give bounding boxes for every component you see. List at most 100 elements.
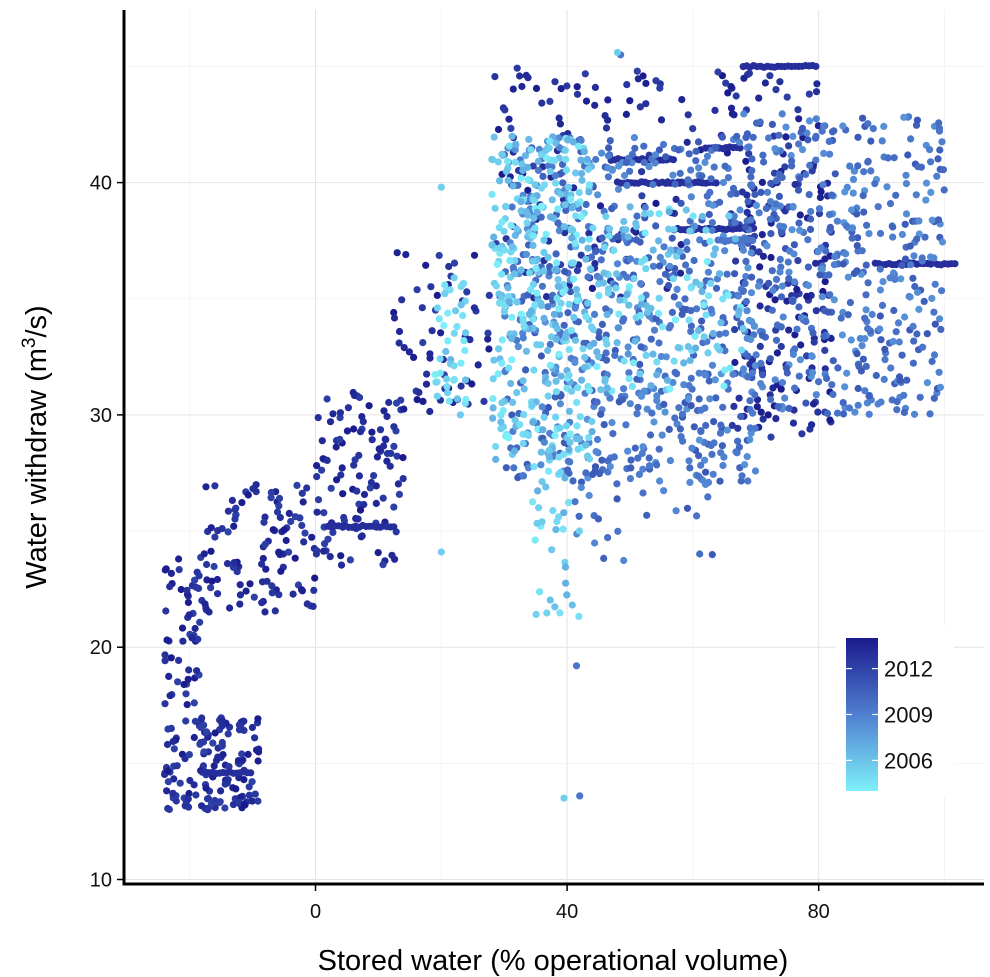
data-point [593,435,602,444]
data-point [208,577,216,585]
data-point [390,523,398,531]
data-point [542,230,550,238]
data-point [538,403,546,411]
data-point [876,286,885,294]
data-point [802,399,810,407]
data-point [199,738,208,746]
data-point [783,93,791,101]
data-point [833,409,842,417]
data-point [177,585,185,594]
data-point [845,404,854,412]
data-point [754,282,763,290]
data-point [722,79,730,87]
data-point [353,487,361,495]
data-point [625,301,633,309]
data-point [804,263,813,271]
data-point [170,775,178,783]
data-point [405,348,413,356]
data-point [561,563,570,571]
data-point [646,431,655,439]
data-point [643,511,651,519]
data-point [338,464,346,472]
data-point [685,267,693,275]
data-point [211,729,219,737]
data-point [933,172,941,180]
data-point [627,456,635,464]
data-point [701,371,709,379]
data-point [773,349,782,357]
data-point [876,312,884,320]
data-point [555,305,563,313]
data-point [671,368,679,376]
data-point [833,217,842,225]
data-point [509,263,517,272]
data-point [683,245,691,254]
data-point [508,243,516,251]
data-point [951,260,959,268]
data-point [815,378,823,386]
data-point [544,467,553,475]
data-point [244,491,252,499]
data-point [861,387,869,395]
data-point [355,472,363,480]
data-point [624,343,632,351]
data-point [230,522,238,530]
data-point [768,120,777,128]
data-point [747,335,755,344]
data-point [702,311,710,319]
data-point [921,233,929,241]
data-point [802,317,810,326]
data-point [749,236,757,245]
data-point [544,379,552,388]
data-point [760,158,768,166]
data-point [661,408,669,416]
data-point [535,504,543,512]
data-point [498,336,506,344]
data-point [666,457,675,465]
data-point [507,379,515,388]
data-point [900,408,909,416]
legend-label: 2006 [884,748,933,773]
data-point [450,259,459,267]
data-point [546,340,554,348]
data-point [756,263,764,271]
data-point [816,271,824,279]
data-point [596,202,605,210]
data-point [568,387,576,395]
data-point [441,290,449,298]
data-point [826,150,834,158]
data-point [742,157,750,165]
data-point [350,461,358,469]
data-point [641,203,649,212]
data-point [658,323,667,331]
data-point [721,162,729,170]
data-point [185,611,193,619]
data-point [561,146,569,154]
data-point [500,308,508,316]
data-point [791,345,799,353]
data-point [755,248,763,256]
data-point [686,478,694,486]
data-point [551,172,560,180]
data-point [854,384,862,393]
data-point [522,71,530,79]
data-point [859,355,868,363]
data-point [441,281,449,289]
data-point [703,257,711,266]
data-point [679,437,687,445]
data-point [537,202,546,210]
data-point [376,426,385,434]
data-point [433,304,441,312]
data-point [650,418,658,426]
data-point [633,375,641,383]
data-point [716,429,725,437]
data-point [660,400,668,408]
data-point [887,364,895,372]
data-point [781,394,789,402]
data-point [642,79,650,87]
data-point [182,717,190,725]
data-point [765,279,773,287]
data-point [591,101,599,109]
data-point [672,195,680,203]
data-point [751,391,759,399]
